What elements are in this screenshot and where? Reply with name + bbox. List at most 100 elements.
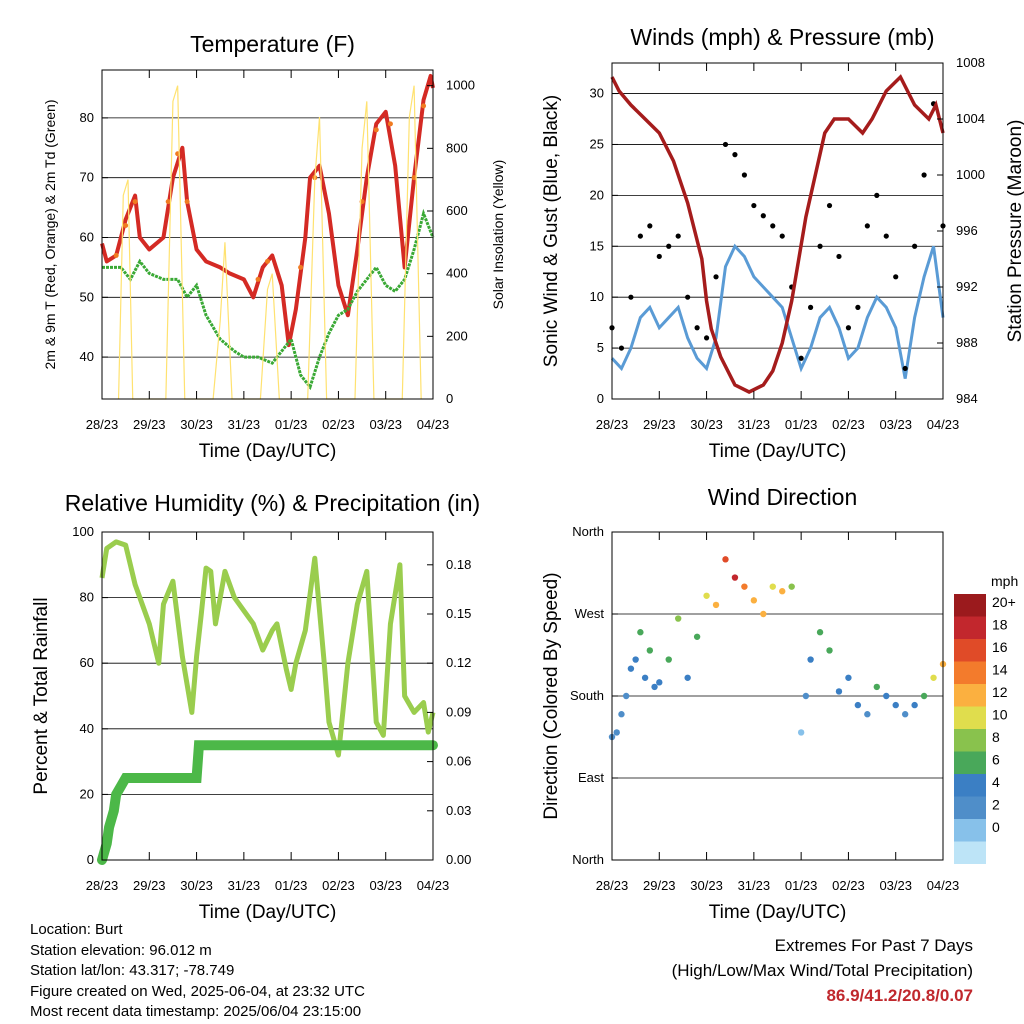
ytick-label-temperature: 60 [80, 229, 94, 244]
chart-title-temperature: Temperature (F) [190, 31, 355, 57]
xtick-label-humidity: 30/23 [180, 878, 213, 893]
extremes-title: Extremes For Past 7 Days [774, 936, 973, 955]
point-gust [845, 325, 852, 331]
xtick-label-temperature: 04/23 [417, 417, 450, 432]
legend-label: 18 [992, 617, 1008, 633]
xtick-label-direction: 30/23 [690, 878, 723, 893]
series-dewpoint [102, 208, 435, 391]
point-gust [656, 253, 662, 260]
ytick-label-winds: 10 [590, 289, 604, 304]
point-gust [798, 355, 804, 361]
point-direction [760, 610, 767, 618]
xtick-label-humidity: 02/23 [322, 878, 355, 893]
extremes-values: 86.9/41.2/20.8/0.07 [826, 986, 973, 1005]
legend-swatch [954, 639, 986, 662]
point-temp-9m [184, 199, 190, 205]
ytick-label-temperature: 40 [80, 349, 94, 364]
xtick-label-humidity: 03/23 [369, 878, 402, 893]
y2tick-label-humidity: 0.06 [446, 754, 471, 769]
ytick-label-humidity: 80 [80, 590, 94, 605]
point-temp-9m [298, 264, 304, 270]
point-temp-9m [132, 199, 138, 205]
point-temp-9m [113, 252, 119, 258]
point-gust [647, 223, 653, 229]
ytick-label-winds: 25 [590, 136, 604, 151]
legend-swatch [954, 684, 986, 707]
point-direction [816, 629, 824, 636]
point-gust [817, 243, 823, 249]
point-direction [651, 683, 658, 691]
point-direction [646, 647, 654, 654]
legend-label: 0 [992, 819, 1000, 835]
legend-swatch [954, 796, 986, 819]
point-direction [807, 656, 814, 663]
ytick-label-humidity: 100 [72, 524, 94, 539]
point-direction [722, 556, 729, 563]
extremes-box: Extremes For Past 7 Days (High/Low/Max W… [672, 933, 973, 1008]
y-axis-label-direction: Direction (Colored By Speed) [541, 572, 562, 819]
xtick-label-winds: 28/23 [596, 417, 629, 432]
ytick-label-humidity: 0 [87, 852, 94, 867]
point-gust [722, 141, 729, 148]
y2tick-label-humidity: 0.09 [446, 704, 471, 719]
xtick-label-winds: 02/23 [832, 417, 865, 432]
ytick-label-humidity: 40 [80, 721, 94, 736]
frame-humidity [101, 531, 434, 861]
point-gust [826, 202, 833, 209]
ytick-label-humidity: 20 [80, 786, 94, 801]
chart-title-direction: Wind Direction [708, 484, 858, 510]
point-gust [864, 223, 870, 229]
created-text: Figure created on Wed, 2025-06-04, at 23… [30, 982, 365, 1000]
point-temp-9m [123, 223, 129, 229]
point-gust [713, 274, 719, 280]
series-pressure [610, 74, 945, 394]
legend-label: 14 [992, 662, 1008, 678]
y-axis-label-humidity: Percent & Total Rainfall [31, 597, 52, 794]
xtick-label-direction: 03/23 [879, 878, 912, 893]
point-temp-9m [265, 258, 270, 264]
point-gust [675, 233, 681, 239]
y2tick-label-humidity: 0.15 [446, 606, 471, 621]
legend-swatch [954, 841, 986, 864]
xtick-label-winds: 30/23 [690, 417, 723, 432]
y2tick-label-humidity: 0.12 [446, 655, 471, 670]
point-direction [684, 674, 691, 681]
location-text: Location: Burt [30, 921, 123, 938]
xtick-label-direction: 29/23 [643, 878, 676, 893]
point-gust [628, 294, 634, 300]
point-gust [751, 202, 757, 209]
point-direction [826, 647, 833, 654]
point-direction [703, 592, 710, 599]
legend-swatch [954, 594, 986, 617]
point-direction [675, 615, 682, 622]
point-direction [632, 656, 639, 663]
point-gust [770, 223, 776, 229]
y2tick-label-humidity: 0.03 [446, 803, 471, 818]
legend-label: 12 [992, 684, 1008, 700]
xtick-label-temperature: 30/23 [180, 417, 213, 432]
xtick-label-direction: 31/23 [738, 878, 771, 893]
elevation-text: Station elevation: 96.012 m [30, 941, 212, 959]
xtick-label-humidity: 29/23 [133, 878, 166, 893]
point-gust [732, 152, 738, 158]
chart-temperature: 28/23 29/23 30/23 31/23 01/23 02/23 03/23 04/23… [42, 31, 506, 462]
point-direction [873, 683, 880, 691]
legend-swatch [954, 751, 986, 774]
xtick-label-winds: 04/23 [927, 417, 960, 432]
legend-label: 10 [992, 707, 1008, 723]
point-direction [779, 588, 786, 595]
point-temp-9m [421, 103, 427, 109]
legend-title: mph [991, 573, 1018, 589]
y2tick-label-winds: 984 [956, 391, 978, 406]
point-gust [666, 243, 672, 249]
xtick-label-temperature: 28/23 [86, 417, 119, 432]
chart-winds: 28/23 29/23 30/23 31/23 01/23 02/23 03/23 04/23… [541, 24, 1024, 462]
station-info: Location: Burt Station elevation: 96.012… [30, 920, 365, 1023]
point-temp-9m [373, 127, 379, 133]
x-axis-label-temperature: Time (Day/UTC) [199, 441, 337, 462]
series-wind [610, 243, 945, 379]
point-gust [883, 233, 889, 239]
ytick-label-direction: West [575, 606, 605, 621]
y2tick-label-winds: 1000 [956, 167, 985, 182]
y2tick-label-temperature: 0 [446, 391, 453, 406]
